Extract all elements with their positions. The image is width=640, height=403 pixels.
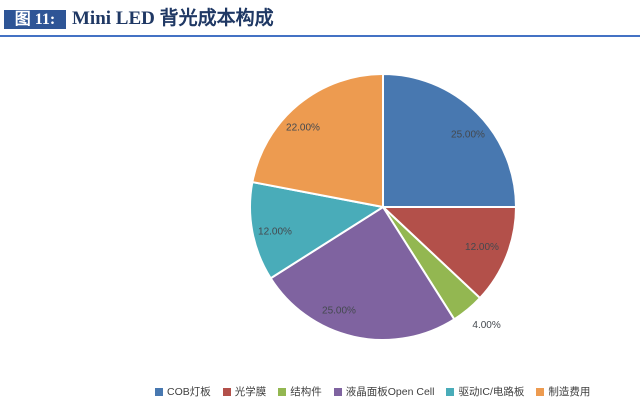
svg-text:12.00%: 12.00% bbox=[258, 227, 292, 238]
svg-text:12.00%: 12.00% bbox=[465, 242, 499, 253]
svg-text:25.00%: 25.00% bbox=[322, 306, 356, 317]
svg-text:25.00%: 25.00% bbox=[451, 130, 485, 141]
svg-text:4.00%: 4.00% bbox=[472, 320, 500, 331]
svg-text:22.00%: 22.00% bbox=[286, 123, 320, 134]
